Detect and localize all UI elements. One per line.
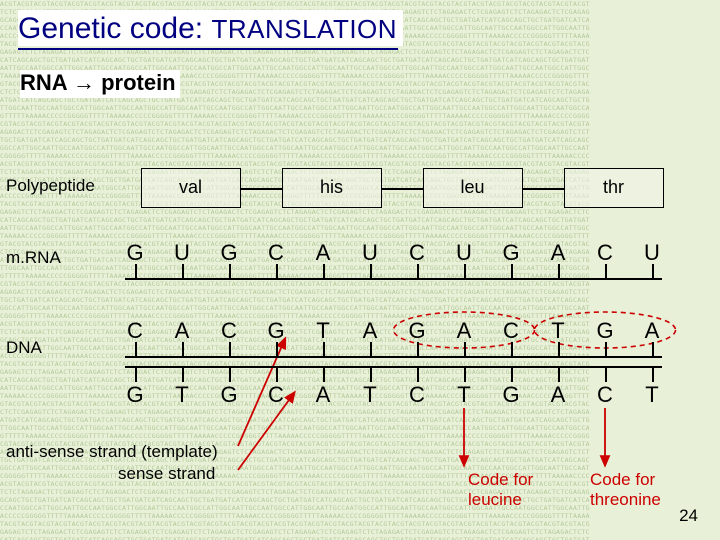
dna-antisense-base: C xyxy=(214,318,244,344)
dna-sense-base: T xyxy=(449,382,479,408)
dna-antisense-base: A xyxy=(637,318,667,344)
dna-antisense-base: C xyxy=(120,318,150,344)
mrna-tick xyxy=(276,264,278,278)
amino-acid-box: leu xyxy=(423,168,523,208)
dna-antisense-base: A xyxy=(355,318,385,344)
dna-antisense-tick xyxy=(464,342,466,356)
mrna-base: U xyxy=(637,240,667,266)
dna-line-bottom xyxy=(125,366,662,368)
title-emph: TRANSLATION xyxy=(211,14,397,44)
amino-acid-box: thr xyxy=(564,168,664,208)
annot-threonine: Code for threonine xyxy=(590,470,661,510)
dna-antisense-base: G xyxy=(402,318,432,344)
mrna-base: G xyxy=(120,240,150,266)
dna-antisense-base: C xyxy=(496,318,526,344)
mrna-base: A xyxy=(308,240,338,266)
mrna-base: A xyxy=(543,240,573,266)
mrna-tick xyxy=(464,264,466,278)
label-antisense: anti-sense strand (template) xyxy=(6,442,218,462)
mrna-tick xyxy=(652,264,654,278)
mrna-tick xyxy=(182,264,184,278)
dna-sense-tick xyxy=(135,368,137,382)
title-underline xyxy=(18,48,398,50)
dna-sense-base: A xyxy=(308,382,338,408)
annot-leucine: Code for leucine xyxy=(468,470,533,510)
amino-acid-box: his xyxy=(282,168,382,208)
dna-antisense-tick xyxy=(135,342,137,356)
dna-sense-tick xyxy=(558,368,560,382)
mrna-base: U xyxy=(449,240,479,266)
dna-sense-tick xyxy=(511,368,513,382)
dna-antisense-base: A xyxy=(449,318,479,344)
dna-antisense-tick xyxy=(276,342,278,356)
dna-sense-base: C xyxy=(402,382,432,408)
mrna-tick xyxy=(511,264,513,278)
mrna-tick xyxy=(558,264,560,278)
dna-sense-tick xyxy=(370,368,372,382)
dna-sense-base: T xyxy=(637,382,667,408)
mrna-backbone-line xyxy=(125,278,662,280)
page-number: 24 xyxy=(679,506,698,526)
mrna-tick xyxy=(229,264,231,278)
mrna-base: G xyxy=(496,240,526,266)
dna-sense-base: C xyxy=(261,382,291,408)
dna-sense-base: T xyxy=(167,382,197,408)
amino-acid-box: val xyxy=(141,168,241,208)
dna-antisense-tick xyxy=(182,342,184,356)
dna-sense-base: C xyxy=(590,382,620,408)
mrna-tick xyxy=(323,264,325,278)
dna-line-top xyxy=(125,356,662,358)
slide-title: Genetic code: TRANSLATION xyxy=(18,10,403,46)
label-mrna: m.RNA xyxy=(6,248,61,268)
mrna-tick xyxy=(605,264,607,278)
mrna-tick xyxy=(370,264,372,278)
peptide-bond-line xyxy=(382,188,423,190)
mrna-base: C xyxy=(261,240,291,266)
dna-sense-tick xyxy=(229,368,231,382)
label-sense: sense strand xyxy=(118,464,215,484)
dna-antisense-tick xyxy=(605,342,607,356)
dna-antisense-tick xyxy=(370,342,372,356)
dna-antisense-tick xyxy=(229,342,231,356)
dna-sense-tick xyxy=(605,368,607,382)
dna-antisense-tick xyxy=(511,342,513,356)
dna-sense-base: G xyxy=(496,382,526,408)
subtitle: RNA → protein xyxy=(20,70,180,98)
peptide-bond-line xyxy=(523,188,564,190)
dna-sense-base: G xyxy=(120,382,150,408)
dna-antisense-tick xyxy=(558,342,560,356)
translation-diagram: Polypeptide m.RNA DNA anti-sense strand … xyxy=(0,120,720,520)
dna-antisense-tick xyxy=(417,342,419,356)
mrna-tick xyxy=(417,264,419,278)
dna-sense-tick xyxy=(323,368,325,382)
dna-antisense-base: T xyxy=(543,318,573,344)
label-polypeptide: Polypeptide xyxy=(6,176,95,196)
dna-sense-tick xyxy=(652,368,654,382)
mrna-base: C xyxy=(402,240,432,266)
dna-sense-base: A xyxy=(543,382,573,408)
dna-sense-tick xyxy=(276,368,278,382)
title-prefix: Genetic code: xyxy=(18,12,211,45)
mrna-base: U xyxy=(167,240,197,266)
mrna-tick xyxy=(135,264,137,278)
dna-antisense-tick xyxy=(652,342,654,356)
dna-sense-base: G xyxy=(214,382,244,408)
dna-sense-tick xyxy=(464,368,466,382)
mrna-base: G xyxy=(214,240,244,266)
dna-antisense-base: G xyxy=(261,318,291,344)
dna-sense-base: T xyxy=(355,382,385,408)
dna-sense-tick xyxy=(182,368,184,382)
dna-antisense-base: T xyxy=(308,318,338,344)
mrna-base: C xyxy=(590,240,620,266)
dna-sense-tick xyxy=(417,368,419,382)
label-dna: DNA xyxy=(6,338,42,358)
peptide-bond-line xyxy=(241,188,282,190)
mrna-base: U xyxy=(355,240,385,266)
slide-content: Genetic code: TRANSLATION RNA → protein … xyxy=(0,0,720,540)
dna-antisense-base: G xyxy=(590,318,620,344)
dna-antisense-base: A xyxy=(167,318,197,344)
dna-antisense-tick xyxy=(323,342,325,356)
